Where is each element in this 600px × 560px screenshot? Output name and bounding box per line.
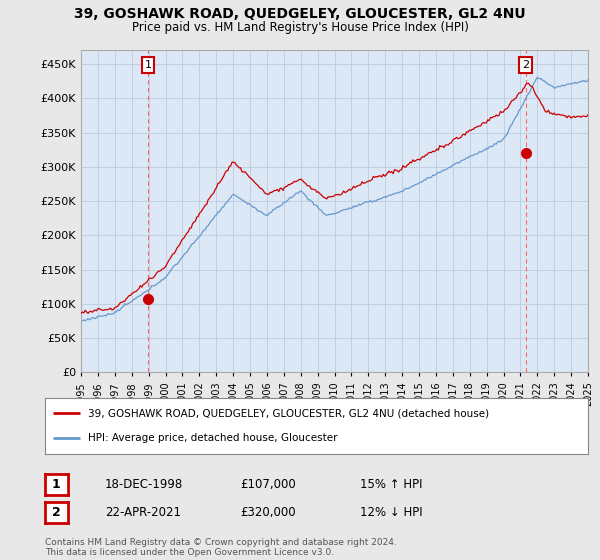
Text: HPI: Average price, detached house, Gloucester: HPI: Average price, detached house, Glou… [88, 433, 338, 443]
Text: 18-DEC-1998: 18-DEC-1998 [105, 478, 183, 491]
Text: £320,000: £320,000 [240, 506, 296, 519]
Text: 15% ↑ HPI: 15% ↑ HPI [360, 478, 422, 491]
Text: Contains HM Land Registry data © Crown copyright and database right 2024.
This d: Contains HM Land Registry data © Crown c… [45, 538, 397, 557]
Text: Price paid vs. HM Land Registry's House Price Index (HPI): Price paid vs. HM Land Registry's House … [131, 21, 469, 34]
Text: 1: 1 [145, 60, 151, 70]
Text: 22-APR-2021: 22-APR-2021 [105, 506, 181, 519]
Text: 12% ↓ HPI: 12% ↓ HPI [360, 506, 422, 519]
Text: 2: 2 [522, 60, 529, 70]
Text: 39, GOSHAWK ROAD, QUEDGELEY, GLOUCESTER, GL2 4NU (detached house): 39, GOSHAWK ROAD, QUEDGELEY, GLOUCESTER,… [88, 408, 490, 418]
Text: 39, GOSHAWK ROAD, QUEDGELEY, GLOUCESTER, GL2 4NU: 39, GOSHAWK ROAD, QUEDGELEY, GLOUCESTER,… [74, 7, 526, 21]
Text: 2: 2 [52, 506, 61, 519]
Text: £107,000: £107,000 [240, 478, 296, 491]
Text: 1: 1 [52, 478, 61, 491]
